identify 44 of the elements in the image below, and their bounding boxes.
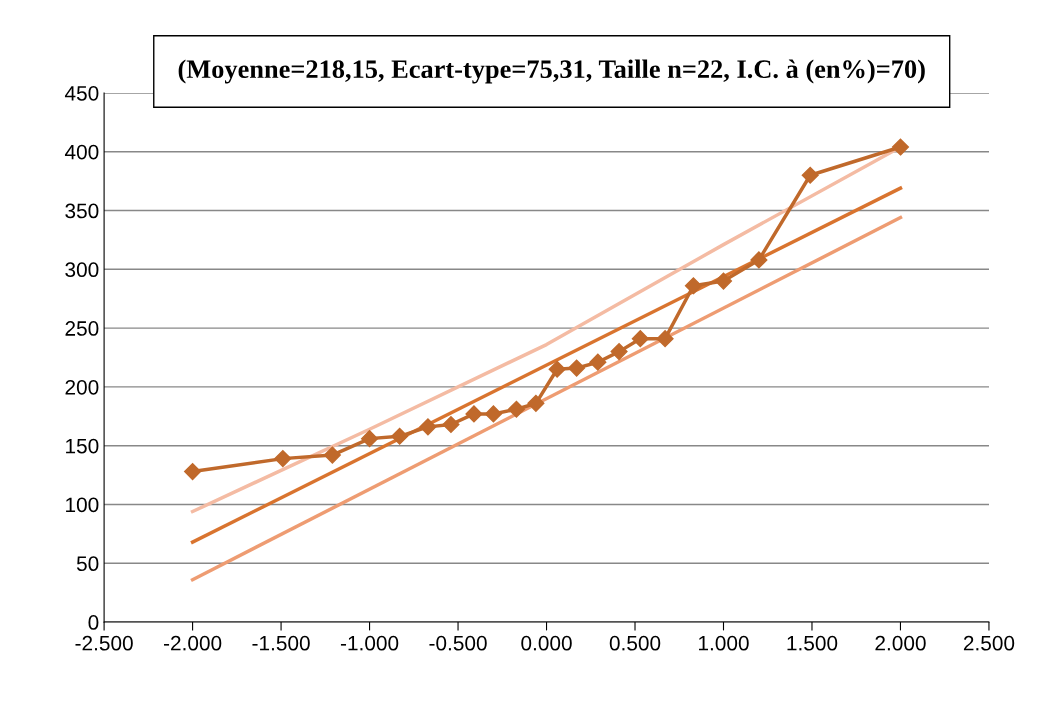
- point: [465, 405, 483, 423]
- x-tick-label: 2.000: [875, 635, 926, 651]
- x-tick-label: -1.500: [252, 635, 310, 651]
- y-tick-label: 250: [65, 321, 99, 336]
- point: [656, 330, 674, 348]
- y-tick-label: 100: [66, 497, 99, 513]
- y-tick-label: 400: [64, 144, 99, 160]
- y-tick-label: 150: [66, 438, 99, 454]
- point: [442, 415, 460, 434]
- point: [801, 166, 819, 184]
- x-tick-label: -0.500: [429, 635, 487, 651]
- y-tick-label: 200: [65, 379, 99, 395]
- y-tick-label: 300: [65, 262, 99, 278]
- point: [361, 430, 379, 448]
- x-tick-label: 1.500: [787, 635, 838, 651]
- y-tick-label: 50: [76, 556, 99, 572]
- point: [527, 394, 545, 412]
- x-tick-label: 0.000: [521, 635, 572, 651]
- point: [391, 427, 409, 445]
- y-tick-label: 450: [64, 85, 99, 101]
- point: [184, 462, 202, 481]
- point: [507, 400, 525, 418]
- point: [631, 330, 649, 348]
- point: [548, 360, 566, 378]
- y-tick-label: 350: [65, 203, 99, 219]
- x-tick-label: -1.000: [340, 635, 399, 651]
- point: [891, 138, 910, 156]
- chart-title: (Moyenne=218,15, Ecart-type=75,31, Taille n=22, I.C. à (en%)=70): [178, 59, 925, 84]
- x-tick-label: 1.000: [699, 635, 749, 651]
- point: [610, 343, 628, 361]
- x-tick-label: -2.500: [75, 635, 133, 651]
- point: [484, 405, 502, 423]
- point: [568, 359, 586, 377]
- point: [323, 446, 341, 464]
- point: [750, 251, 768, 269]
- y-tick-label: 0: [88, 615, 99, 630]
- point: [684, 277, 702, 295]
- point: [589, 353, 607, 371]
- x-tick-label: 0.500: [609, 635, 661, 651]
- point: [419, 418, 437, 436]
- point: [274, 450, 292, 468]
- x-tick-label: -2.000: [163, 635, 222, 651]
- point: [714, 272, 733, 290]
- x-tick-label: 2.500: [963, 635, 1015, 651]
